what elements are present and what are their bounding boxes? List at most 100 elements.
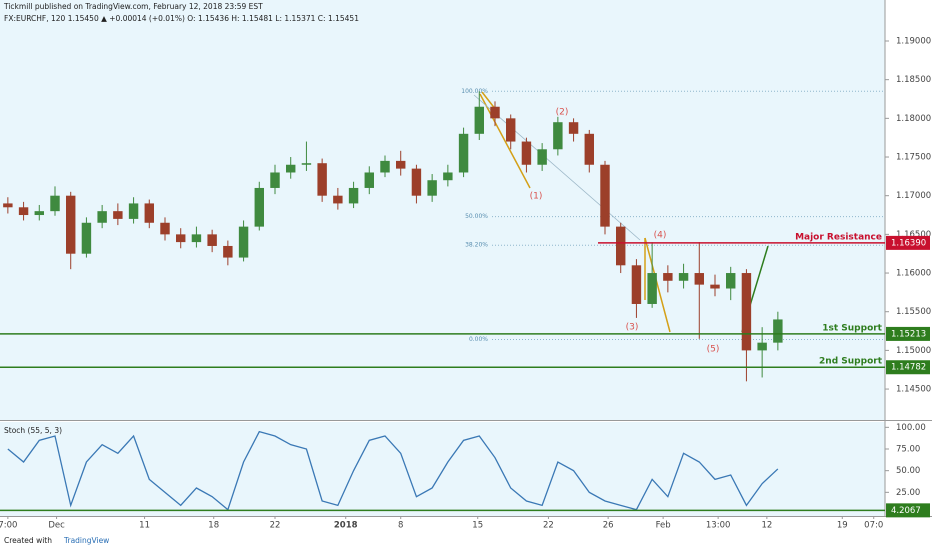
- candle-body: [97, 211, 107, 223]
- candle-body: [301, 163, 312, 165]
- x-tick-label: 18: [208, 521, 219, 531]
- candle-body: [81, 222, 92, 254]
- candle-body: [223, 245, 233, 258]
- candle-body: [506, 118, 516, 142]
- x-tick-label: 2018: [334, 521, 358, 531]
- level-name: Major Resistance: [795, 232, 882, 242]
- arrow: [644, 237, 671, 333]
- candle-body: [396, 160, 406, 169]
- level-name: 1st Support: [822, 323, 882, 333]
- candle-body: [474, 106, 484, 134]
- footer-brand: TradingView: [63, 536, 109, 545]
- candle-body: [348, 187, 359, 204]
- fib-label: 50.00%: [465, 213, 488, 220]
- x-tick-label: 26: [603, 521, 614, 531]
- candle-body: [128, 203, 139, 219]
- level-tag: [886, 235, 930, 250]
- wave-label: (1): [530, 192, 543, 202]
- candle-body: [286, 164, 296, 173]
- candle-body: [66, 195, 76, 254]
- candle-body: [726, 273, 736, 289]
- candle-body: [553, 122, 563, 150]
- candle-body: [710, 284, 720, 289]
- x-tick-label: 12: [761, 521, 772, 531]
- x-tick-label: 22: [270, 521, 281, 531]
- y-tick-label: 75.00: [896, 445, 920, 455]
- candle-body: [443, 172, 453, 181]
- candle-body: [207, 234, 217, 246]
- x-tick-label: 11: [139, 521, 150, 531]
- candle-body: [631, 265, 642, 304]
- level-label: 1.15213: [891, 329, 926, 339]
- symbol-info: FX:EURCHF, 120 1.15450 ▲ +0.00014 (+0.01…: [4, 14, 359, 23]
- candle-body: [144, 203, 154, 223]
- candle-body: [34, 211, 44, 216]
- fib-label: 38.20%: [465, 242, 488, 249]
- candle-body: [270, 172, 280, 188]
- candle-body: [584, 133, 594, 165]
- candle-body: [176, 234, 186, 243]
- candle-body: [458, 133, 469, 173]
- level-label: 4.2067: [891, 506, 921, 516]
- candle-body: [18, 207, 29, 216]
- x-tick-label: 22: [543, 521, 554, 531]
- x-tick-label: Dec: [48, 521, 65, 531]
- y-tick-label: 1.16500: [896, 230, 931, 240]
- x-tick-label: 7:00: [0, 521, 17, 531]
- wave-label: (3): [626, 323, 639, 333]
- candle-body: [333, 195, 343, 204]
- y-tick-label: 1.18000: [896, 114, 931, 124]
- trend-line: [473, 94, 641, 241]
- level-tag: [886, 360, 930, 375]
- wave-label: (2): [556, 108, 569, 118]
- candle-body: [694, 273, 704, 285]
- wave-label: (4): [654, 231, 667, 241]
- y-tick-label: 1.18500: [896, 75, 931, 85]
- level-label: 1.14782: [891, 363, 926, 373]
- x-tick-label: 13:00: [706, 521, 731, 531]
- candle-body: [238, 226, 249, 258]
- candle-body: [647, 273, 657, 304]
- level-label: 1.16390: [891, 238, 926, 248]
- stoch-line: [7, 430, 779, 511]
- y-tick-label: 1.16000: [896, 269, 931, 279]
- stoch-title: Stoch (55, 5, 3): [4, 426, 62, 435]
- candle-body: [600, 164, 610, 227]
- candle-body: [364, 172, 374, 188]
- y-tick-label: 50.00: [896, 466, 920, 476]
- level-tag: [886, 503, 930, 518]
- y-tick-label: 1.19000: [896, 36, 931, 46]
- y-tick-label: 25.00: [896, 488, 920, 498]
- y-tick-label: 1.14500: [896, 385, 931, 395]
- y-tick-label: 1.17000: [896, 191, 931, 201]
- y-tick-label: 1.15500: [896, 307, 931, 317]
- candle-body: [3, 203, 13, 208]
- y-tick-label: 100.00: [896, 423, 926, 433]
- x-tick-label: 19: [837, 521, 848, 531]
- x-tick-label: 15: [472, 521, 483, 531]
- candle-body: [568, 122, 579, 134]
- level-name: 2nd Support: [819, 357, 883, 367]
- arrow: [479, 93, 531, 189]
- stoch-pane: [0, 422, 885, 516]
- candle-body: [254, 187, 264, 227]
- y-tick-label: 1.17500: [896, 153, 931, 163]
- candle-body: [537, 149, 547, 165]
- x-tick-label: 07:0: [864, 521, 883, 531]
- level-tag: [886, 326, 930, 341]
- footer-created: Created with: [4, 536, 52, 545]
- candle-body: [663, 273, 673, 281]
- candle-body: [757, 342, 767, 351]
- candle-body: [616, 226, 626, 266]
- wave-label: (5): [707, 345, 720, 355]
- candle-body: [521, 141, 532, 165]
- candle-body: [773, 319, 783, 343]
- candle-body: [160, 222, 170, 235]
- candle-body: [113, 211, 123, 219]
- candle-body: [411, 168, 422, 196]
- candle-body: [191, 234, 202, 243]
- candle-body: [490, 106, 500, 119]
- candle-body: [317, 163, 327, 196]
- candle-body: [380, 160, 390, 173]
